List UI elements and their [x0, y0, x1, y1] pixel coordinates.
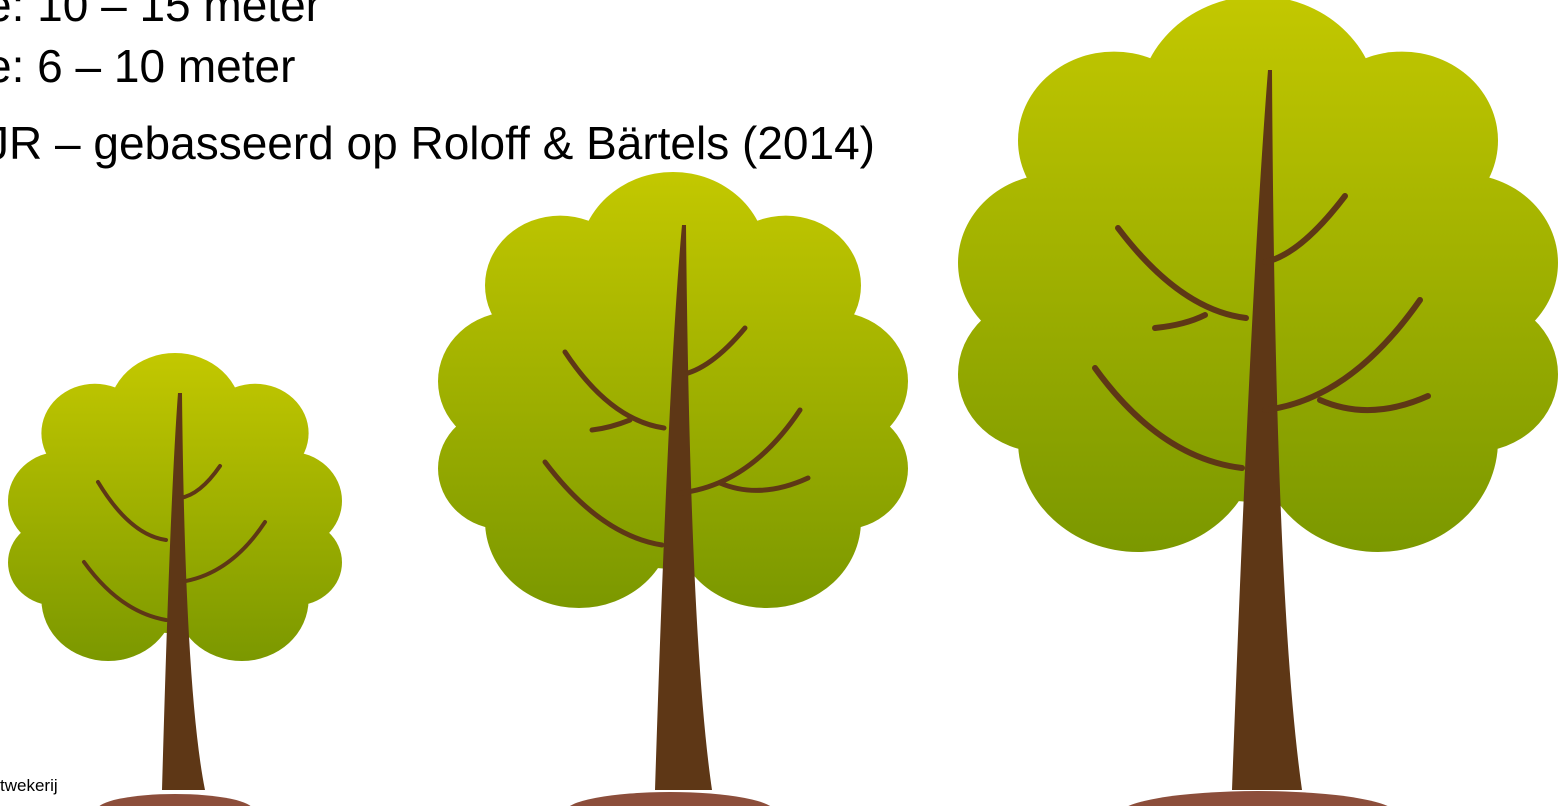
ground: [565, 792, 775, 806]
slide: {"text": {"lines": ["e: 10 – 15 meter", …: [0, 0, 1564, 806]
text-line: e: 10 – 15 meter: [0, 0, 321, 28]
footer: twekerij: [0, 776, 58, 796]
ground: [1118, 791, 1398, 806]
text-line: JR – gebasseerd op Roloff & Bärtels (201…: [0, 120, 875, 166]
text-line: e: 6 – 10 meter: [0, 43, 295, 89]
ground: [97, 794, 253, 806]
